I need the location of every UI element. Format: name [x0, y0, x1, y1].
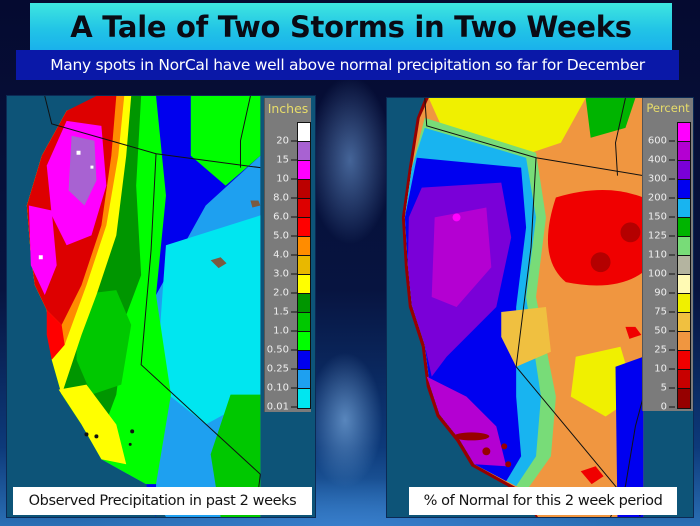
legend-tick: 8.0	[273, 193, 297, 204]
legend-swatch	[298, 389, 310, 408]
subtitle-bar: Many spots in NorCal have well above nor…	[16, 50, 679, 80]
legend-swatch	[678, 294, 690, 313]
legend-swatches	[677, 122, 691, 409]
map-caption: % of Normal for this 2 week period	[409, 487, 677, 515]
legend-swatch	[298, 180, 310, 199]
legend-tick: 15	[276, 155, 297, 166]
legend-tick: 110	[648, 250, 675, 261]
legend-title: Percent	[646, 101, 690, 115]
legend-swatch	[298, 256, 310, 275]
legend-swatch	[298, 351, 310, 370]
legend-swatch	[298, 199, 310, 218]
legend-swatch	[678, 389, 690, 408]
legend-tick: 75	[654, 307, 675, 318]
precipitation-map-panel: Inches 20 15 10 8.0 6.0 5.0 4.0 3.0 2.0 …	[6, 95, 316, 518]
legend-tick: 4.0	[273, 250, 297, 261]
legend-swatch	[678, 332, 690, 351]
legend-tick: 10	[654, 364, 675, 375]
legend-swatch	[678, 351, 690, 370]
percent-of-normal-map-panel: Percent 600 400 300 200 150 125 110 100 …	[386, 97, 694, 518]
legend-title: Inches	[267, 101, 309, 116]
legend-tick: 20	[276, 136, 297, 147]
legend-tick: 25	[654, 345, 675, 356]
page-title: A Tale of Two Storms in Two Weeks	[70, 10, 632, 44]
legend-swatch	[678, 218, 690, 237]
legend-swatch	[298, 218, 310, 237]
legend-tick: 1.5	[273, 307, 297, 318]
legend-tick: 0.01	[267, 402, 297, 413]
legend-swatch	[678, 256, 690, 275]
legend-tick: 0.25	[267, 364, 297, 375]
legend-swatch	[678, 237, 690, 256]
legend-tick: 100	[648, 269, 675, 280]
legend-tick: 5.0	[273, 231, 297, 242]
legend-tick: 2.0	[273, 288, 297, 299]
legend-tick: 5	[661, 383, 675, 394]
legend-tick: 125	[648, 231, 675, 242]
legend-swatch	[678, 275, 690, 294]
legend-swatch	[298, 294, 310, 313]
legend-tick: 0.50	[267, 345, 297, 356]
legend-swatch	[678, 123, 690, 142]
legend-swatch	[678, 142, 690, 161]
legend-tick: 400	[648, 155, 675, 166]
legend-swatch	[298, 237, 310, 256]
percent-legend: Percent 600 400 300 200 150 125 110 100 …	[642, 98, 693, 413]
legend-tick: 6.0	[273, 212, 297, 223]
legend-swatch	[678, 199, 690, 218]
precipitation-map	[26, 96, 261, 517]
legend-swatch	[678, 161, 690, 180]
legend-swatch	[298, 161, 310, 180]
legend-tick: 90	[654, 288, 675, 299]
legend-tick: 0.10	[267, 383, 297, 394]
legend-swatch	[678, 313, 690, 332]
legend-swatch	[298, 123, 310, 142]
legend-tick: 600	[648, 136, 675, 147]
legend-swatch	[298, 313, 310, 332]
legend-swatch	[298, 370, 310, 389]
legend-tick: 200	[648, 193, 675, 204]
legend-tick: 0	[661, 402, 675, 413]
legend-swatch	[678, 370, 690, 389]
legend-tick: 1.0	[273, 326, 297, 337]
legend-tick: 300	[648, 174, 675, 185]
legend-swatch	[298, 275, 310, 294]
legend-swatch	[298, 332, 310, 351]
title-banner: A Tale of Two Storms in Two Weeks	[30, 3, 672, 51]
legend-tick: 3.0	[273, 269, 297, 280]
precipitation-legend: Inches 20 15 10 8.0 6.0 5.0 4.0 3.0 2.0 …	[264, 98, 311, 413]
legend-tick: 10	[276, 174, 297, 185]
percent-of-normal-map	[401, 98, 644, 517]
map-caption: Observed Precipitation in past 2 weeks	[13, 487, 312, 515]
legend-swatches	[297, 122, 311, 409]
legend-swatch	[678, 180, 690, 199]
legend-tick: 150	[648, 212, 675, 223]
legend-tick: 50	[654, 326, 675, 337]
page-subtitle: Many spots in NorCal have well above nor…	[50, 56, 645, 74]
legend-swatch	[298, 142, 310, 161]
